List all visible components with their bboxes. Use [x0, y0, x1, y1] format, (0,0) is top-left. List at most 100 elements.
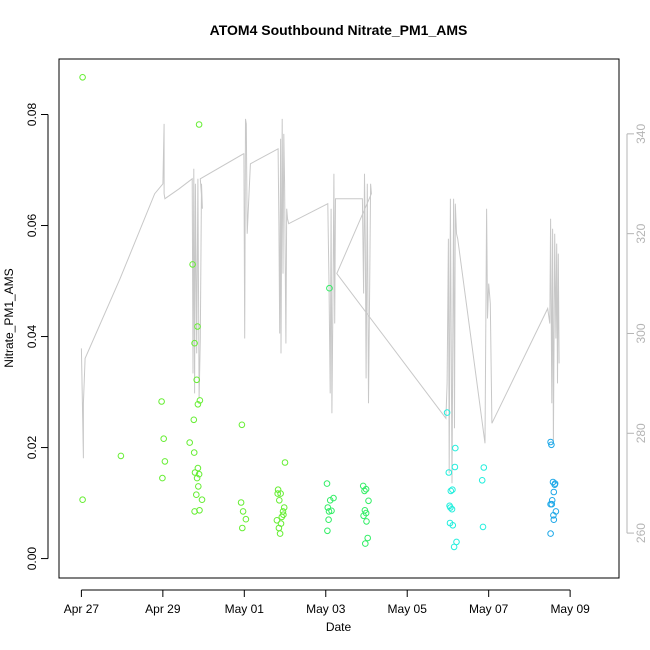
data-point-series-3 — [449, 486, 456, 494]
x-tick-label: Apr 27 — [64, 602, 100, 616]
data-point-series-1 — [276, 530, 284, 537]
y-axis-label: Nitrate_PM1_AMS — [2, 268, 16, 367]
data-point-series-1 — [193, 491, 200, 499]
data-point-series-1 — [196, 397, 204, 404]
data-point-series-1 — [189, 261, 196, 268]
data-point-series-2 — [362, 485, 370, 493]
right-tick-label: 340 — [634, 124, 648, 144]
data-point-series-1 — [79, 496, 86, 504]
plot-frame — [58, 58, 620, 579]
data-point-series-3 — [452, 444, 459, 452]
data-point-series-2 — [326, 497, 334, 504]
y-tick-label: 0.00 — [25, 547, 39, 571]
data-point-series-1 — [195, 483, 202, 490]
data-point-series-1 — [195, 121, 203, 128]
data-point-series-3 — [448, 505, 456, 513]
data-point-series-2 — [325, 516, 332, 524]
data-point-series-1 — [190, 449, 198, 456]
data-point-series-3 — [479, 523, 487, 531]
temperature-line — [80, 118, 560, 484]
data-point-series-3 — [445, 469, 453, 476]
data-point-series-3 — [451, 463, 459, 471]
data-point-series-1 — [193, 474, 201, 482]
data-point-series-3 — [447, 504, 454, 511]
x-tick-label: May 05 — [388, 602, 428, 616]
y-tick-label: 0.06 — [25, 214, 39, 238]
plot-layer: Apr 27 Apr 29 May 01 May 03 May 05 May 07 May … — [25, 74, 648, 616]
data-point-series-2 — [326, 284, 333, 292]
data-point-series-3 — [449, 522, 457, 529]
data-point-series-1 — [239, 508, 247, 515]
data-point-series-3 — [447, 487, 455, 495]
data-point-series-1 — [239, 524, 246, 532]
data-point-series-2 — [325, 508, 333, 515]
right-tick-label: 320 — [634, 223, 648, 243]
data-point-series-1 — [196, 507, 203, 514]
right-tick-label: 260 — [634, 523, 648, 543]
chart-title: ATOM4 Southbound Nitrate_PM1_AMS — [210, 22, 468, 38]
data-point-series-1 — [191, 508, 198, 515]
data-point-series-1 — [277, 490, 284, 497]
data-point-series-2 — [363, 518, 370, 525]
data-point-series-2 — [364, 534, 372, 542]
right-tick-label: 300 — [634, 323, 648, 343]
data-point-series-1 — [279, 508, 287, 515]
data-point-series-1 — [280, 504, 288, 511]
data-point-series-1 — [242, 515, 250, 523]
data-point-series-4 — [550, 516, 558, 524]
data-point-series-4 — [548, 497, 556, 504]
y-tick-label: 0.02 — [25, 436, 39, 460]
data-point-series-1 — [159, 474, 166, 482]
data-point-series-1 — [79, 74, 86, 81]
data-point-series-1 — [195, 470, 203, 478]
data-point-series-2 — [328, 507, 335, 515]
y-tick-label: 0.04 — [25, 325, 39, 349]
data-point-series-1 — [276, 497, 283, 504]
data-point-series-1 — [194, 401, 202, 408]
data-point-series-1 — [198, 496, 206, 504]
x-tick-label: May 09 — [550, 602, 590, 616]
data-point-series-1 — [237, 499, 245, 506]
data-point-series-1 — [191, 339, 198, 347]
data-point-series-3 — [453, 538, 460, 546]
data-point-series-2 — [365, 497, 372, 505]
data-point-series-2 — [362, 540, 369, 547]
data-point-series-2 — [362, 509, 370, 517]
data-point-series-1 — [117, 452, 125, 460]
data-point-series-2 — [324, 504, 332, 511]
data-point-series-1 — [194, 464, 202, 472]
y-tick-label: 0.08 — [25, 103, 39, 127]
data-point-series-1 — [274, 490, 282, 497]
data-point-series-3 — [478, 477, 486, 484]
x-tick-label: May 01 — [225, 602, 265, 616]
data-point-series-1 — [158, 398, 165, 405]
data-point-series-2 — [324, 527, 331, 535]
right-tick-label: 280 — [634, 423, 648, 443]
data-point-series-3 — [443, 409, 451, 416]
x-axis-label: Date — [326, 620, 352, 634]
data-point-series-4 — [550, 488, 558, 496]
data-point-series-1 — [186, 439, 193, 446]
data-point-series-4 — [548, 500, 556, 508]
data-point-series-2 — [361, 487, 368, 495]
data-point-series-1 — [193, 376, 200, 384]
data-point-series-1 — [161, 458, 169, 465]
data-point-series-4 — [548, 441, 555, 449]
data-point-series-1 — [273, 517, 281, 524]
data-point-series-4 — [551, 480, 559, 487]
data-point-series-1 — [191, 469, 199, 476]
data-point-series-1 — [160, 435, 167, 443]
data-point-series-3 — [480, 464, 488, 471]
data-point-series-1 — [277, 520, 285, 527]
data-point-series-1 — [238, 421, 246, 429]
data-point-series-4 — [547, 438, 554, 446]
data-point-series-1 — [280, 511, 287, 519]
data-point-series-2 — [323, 480, 331, 487]
data-point-series-1 — [190, 416, 198, 424]
x-tick-label: May 03 — [306, 602, 346, 616]
data-point-series-1 — [281, 459, 289, 466]
x-tick-label: May 07 — [469, 602, 509, 616]
data-point-series-1 — [194, 323, 201, 330]
data-point-series-4 — [547, 530, 554, 537]
x-tick-label: Apr 29 — [145, 602, 181, 616]
